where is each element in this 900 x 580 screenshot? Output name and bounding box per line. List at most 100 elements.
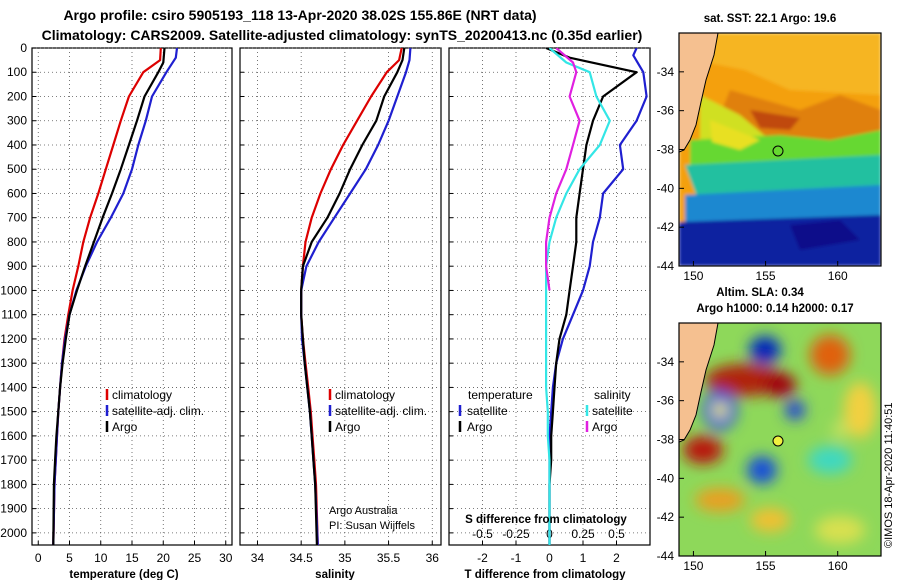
legend-label-satellite: satellite-adj. clim. <box>112 404 204 418</box>
x-tick-label: 0 <box>35 551 42 565</box>
x-tick-label: 10 <box>94 551 108 565</box>
lat-tick-label: -34 <box>657 355 675 369</box>
lon-tick-label: 155 <box>756 559 776 573</box>
lat-tick-label: -40 <box>657 471 675 485</box>
series-line-t-satellite <box>548 48 648 545</box>
temperature-x-label: temperature (deg C) <box>69 569 178 580</box>
legend-label-argo: Argo <box>112 420 138 434</box>
x-tick-label: 35 <box>338 551 352 565</box>
lon-tick-label: 150 <box>683 559 703 573</box>
legend-title-salinity: salinity <box>594 388 631 402</box>
sla-map <box>679 323 881 556</box>
pressure-tick-labels: 0 100 200 300 400 500 600 700 800 900 1000 1100 1200… <box>0 41 27 540</box>
pressure-tick-label: 1200 <box>0 332 27 346</box>
salinity-legend: climatology satellite-adj. clim. Argo <box>328 388 427 434</box>
temperature-legend: climatology satellite-adj. clim. Argo <box>105 388 204 434</box>
sla-map-title-2: Argo h1000: 0.14 h2000: 0.17 <box>696 303 853 315</box>
x-tick-label: 30 <box>219 551 233 565</box>
title-line-2: Climatology: CARS2009. Satellite-adjuste… <box>42 27 643 43</box>
lon-tick-label: 155 <box>756 269 776 283</box>
argo-location-marker <box>772 145 784 157</box>
sst-map-title: sat. SST: 22.1 Argo: 19.6 <box>704 13 837 25</box>
pressure-tick-label: 600 <box>7 186 27 200</box>
pressure-tick-label: 400 <box>7 138 27 152</box>
legend-label-s-argo: Argo <box>592 420 618 434</box>
pressure-tick-label: 1600 <box>0 429 27 443</box>
x-tick-label: 35.5 <box>377 551 401 565</box>
pressure-tick-label: 100 <box>7 65 27 79</box>
x-tick-label: 15 <box>125 551 139 565</box>
salinity-x-ticks: 34 34.5 35 35.5 36 <box>251 541 439 565</box>
credit-line-1: Argo Australia <box>329 505 398 517</box>
land-shape <box>679 323 718 442</box>
x-tick-label: 0 <box>546 551 553 565</box>
legend-title-temperature: temperature <box>468 388 533 402</box>
pressure-tick-label: 1400 <box>0 380 27 394</box>
x-tick-label: 1 <box>580 551 587 565</box>
lat-tick-label: -42 <box>657 510 675 524</box>
lat-tick-label: -38 <box>657 433 675 447</box>
s-difference-label: S difference from climatology <box>465 514 627 526</box>
x-tick-label: -2 <box>477 551 488 565</box>
profile-gridlines <box>32 47 650 545</box>
difference-legend: temperature salinity satellite Argo sate… <box>458 388 633 434</box>
difference-x-label: T difference from climatology <box>464 569 626 580</box>
sla-map-title-1: Altim. SLA: 0.34 <box>716 287 804 299</box>
lon-tick-label: 160 <box>828 559 848 573</box>
temperature-series <box>52 48 179 545</box>
pressure-tick-label: 1700 <box>0 453 27 467</box>
legend-label-t-satellite: satellite <box>467 404 508 418</box>
pressure-tick-label: 900 <box>7 259 27 273</box>
legend-label-satellite: satellite-adj. clim. <box>335 404 427 418</box>
series-line-argo <box>52 48 166 545</box>
x-tick-label: 34.5 <box>289 551 313 565</box>
s-diff-tick-label: 0.5 <box>608 527 625 541</box>
legend-label-climatology: climatology <box>335 388 395 402</box>
lon-tick-label: 160 <box>828 269 848 283</box>
pressure-tick-label: 1300 <box>0 356 27 370</box>
lat-tick-label: -40 <box>657 181 675 195</box>
lat-tick-label: -42 <box>657 220 675 234</box>
lon-tick-label: 150 <box>683 269 703 283</box>
salinity-series <box>300 48 412 545</box>
x-tick-label: 20 <box>157 551 171 565</box>
pressure-tick-label: 500 <box>7 162 27 176</box>
salinity-x-label: salinity <box>315 569 355 580</box>
x-tick-label: 2 <box>613 551 620 565</box>
lat-tick-label: -44 <box>657 259 675 273</box>
pressure-tick-label: 1000 <box>0 283 27 297</box>
pressure-tick-label: 1800 <box>0 477 27 491</box>
temperature-x-ticks: 0 5 10 15 20 25 30 <box>35 541 233 565</box>
pressure-tick-label: 2000 <box>0 526 27 540</box>
pressure-tick-label: 200 <box>7 89 27 103</box>
legend-label-climatology: climatology <box>112 388 172 402</box>
lat-tick-label: -44 <box>657 549 675 563</box>
pressure-tick-label: 1100 <box>1 308 27 322</box>
s-diff-tick-label: -0.5 <box>472 527 493 541</box>
sst-map <box>679 33 881 266</box>
pressure-tick-label: 300 <box>7 114 27 128</box>
difference-x-ticks: -2 -1 0 1 2 <box>477 541 620 565</box>
pressure-tick-label: 1500 <box>0 405 27 419</box>
s-diff-tick-label: 0.25 <box>571 527 595 541</box>
series-line-t-argo <box>545 48 638 545</box>
credit-line-2: PI: Susan Wijffels <box>329 520 415 532</box>
pressure-tick-label: 0 <box>20 41 27 55</box>
x-tick-label: 36 <box>426 551 440 565</box>
lat-tick-label: -36 <box>657 104 675 118</box>
legend-label-t-argo: Argo <box>467 420 493 434</box>
x-tick-label: 5 <box>66 551 73 565</box>
title-line-1: Argo profile: csiro 5905193_118 13-Apr-2… <box>63 7 536 23</box>
argo-location-marker <box>772 435 784 447</box>
imos-timestamp: ©IMOS 18-Apr-2020 11:40:51 <box>883 403 895 548</box>
lat-tick-label: -36 <box>657 394 675 408</box>
pressure-tick-label: 1900 <box>0 502 27 516</box>
legend-label-argo: Argo <box>335 420 361 434</box>
pressure-tick-label: 700 <box>7 211 27 225</box>
difference-series <box>544 48 648 545</box>
x-tick-label: -1 <box>511 551 522 565</box>
series-line-s-argo <box>544 48 581 291</box>
s-diff-tick-label: -0.25 <box>502 527 530 541</box>
pressure-tick-label: 800 <box>7 235 27 249</box>
